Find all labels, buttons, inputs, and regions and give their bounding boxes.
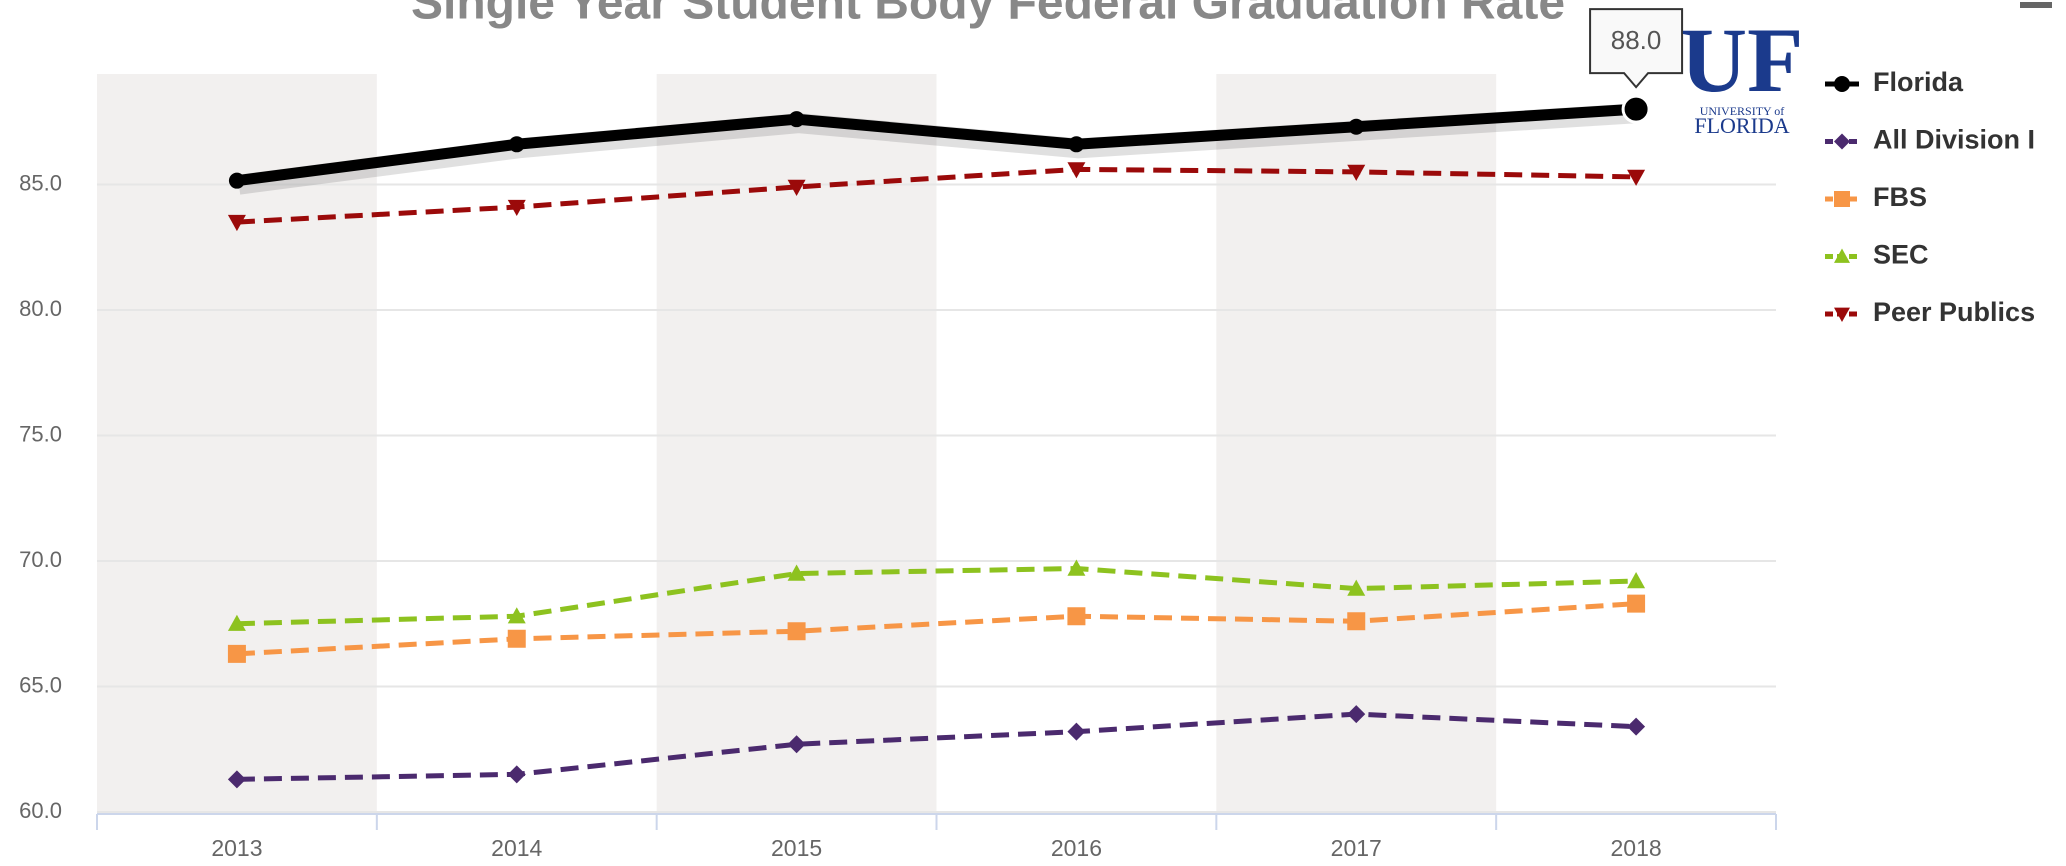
- tooltip-text: 88.0: [1611, 25, 1662, 55]
- y-tick-label: 65.0: [19, 672, 62, 697]
- series-line: [236, 711, 1637, 782]
- series-line: [236, 601, 1637, 657]
- point: [787, 564, 806, 581]
- point: [227, 614, 246, 631]
- y-tick-label: 60.0: [19, 798, 62, 823]
- plot-band: [1216, 74, 1497, 812]
- point: [1834, 76, 1850, 92]
- series-line: [236, 103, 1637, 187]
- x-tick-label: 2013: [211, 835, 262, 861]
- point: [1834, 248, 1850, 263]
- point: [1347, 705, 1366, 724]
- point: [1834, 307, 1850, 322]
- x-tick-label: 2018: [1610, 835, 1661, 861]
- plot-band: [656, 74, 937, 812]
- logo-initials: UF: [1681, 9, 1804, 111]
- point: [507, 199, 526, 217]
- point: [507, 629, 526, 648]
- point: [787, 622, 806, 641]
- y-tick-label: 70.0: [19, 547, 62, 572]
- point: [1834, 191, 1850, 207]
- series-line: [236, 566, 1637, 627]
- point: [507, 765, 526, 784]
- point: [1627, 169, 1646, 186]
- point: [1627, 717, 1646, 736]
- x-tick-label: 2015: [771, 835, 822, 861]
- logo-line2: FLORIDA: [1694, 113, 1789, 138]
- point: [1347, 612, 1366, 631]
- menu-bar[interactable]: [2020, 2, 2052, 8]
- point: [787, 735, 806, 754]
- tooltip-box: [1589, 8, 1684, 89]
- legend-label: FBS: [1873, 182, 1927, 212]
- point: [228, 172, 245, 189]
- point: [227, 770, 246, 789]
- plot-band: [97, 74, 377, 812]
- series-line: [236, 166, 1637, 225]
- point: [227, 644, 246, 663]
- y-tick-label: 75.0: [19, 421, 62, 446]
- point: [1068, 136, 1085, 153]
- legend-label: Florida: [1873, 67, 1964, 97]
- point: [1347, 579, 1366, 596]
- point: [1067, 722, 1086, 741]
- x-tick-label: 2017: [1331, 835, 1382, 861]
- point: [227, 214, 246, 232]
- point: [788, 111, 805, 128]
- point: [1067, 162, 1086, 179]
- point: [1621, 94, 1651, 124]
- point: [1067, 559, 1086, 576]
- y-tick-label: 85.0: [19, 170, 62, 195]
- legend-label: All Division I: [1873, 125, 2035, 155]
- logo-line1: UNIVERSITY of: [1700, 104, 1785, 118]
- point: [1348, 118, 1365, 135]
- x-tick-label: 2014: [491, 835, 542, 861]
- point: [787, 179, 806, 196]
- legend-label: Peer Publics: [1873, 297, 2035, 327]
- point: [1627, 594, 1646, 613]
- legend-label: SEC: [1873, 240, 1929, 270]
- y-tick-label: 80.0: [19, 296, 62, 321]
- point: [1834, 133, 1850, 150]
- point: [508, 136, 525, 153]
- point: [507, 607, 526, 624]
- chart-title: Single Year Student Body Federal Graduat…: [411, 0, 1565, 30]
- point: [1627, 572, 1646, 589]
- menu-icon[interactable]: [2020, 2, 2052, 8]
- x-tick-label: 2016: [1051, 835, 1102, 861]
- point: [1347, 164, 1366, 181]
- point: [1067, 607, 1086, 626]
